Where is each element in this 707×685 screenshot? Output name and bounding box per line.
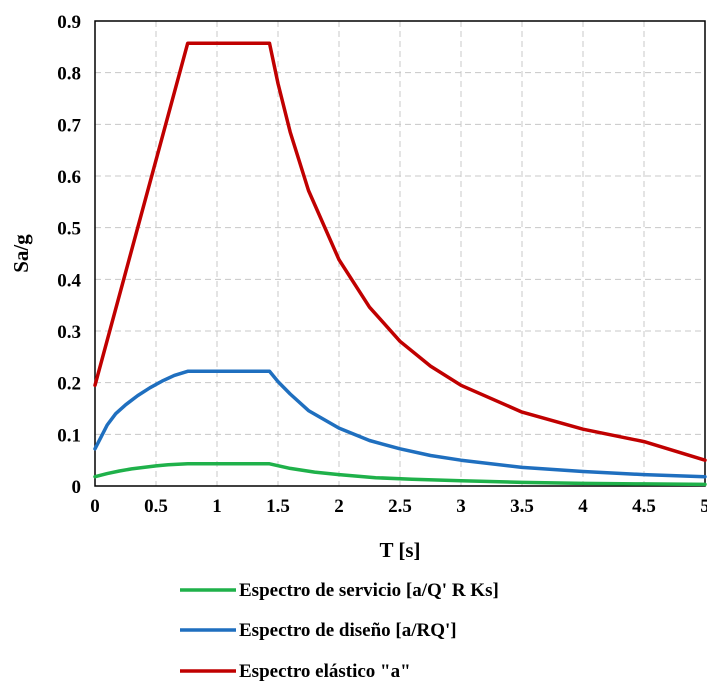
x-tick-label: 3 xyxy=(456,496,466,517)
x-tick-label: 2.5 xyxy=(388,496,412,517)
y-tick-label: 0.4 xyxy=(57,270,81,291)
y-axis-ticks: 0 0.1 0.2 0.3 0.4 0.5 0.6 0.7 0.8 0.9 xyxy=(57,12,81,498)
x-axis-ticks: 0 0.5 1 1.5 2 2.5 3 3.5 4 4.5 5 xyxy=(90,496,707,517)
x-axis-title: T [s] xyxy=(379,538,420,562)
y-axis-title: Sa/g xyxy=(9,234,33,273)
y-tick-label: 0.5 xyxy=(57,219,81,240)
series-layer xyxy=(93,41,707,487)
legend-item: Espectro de diseño [a/RQ'] xyxy=(180,620,457,641)
legend-item: Espectro elástico "a" xyxy=(180,661,411,682)
y-tick-label: 0.6 xyxy=(57,167,81,188)
y-tick-label: 0.1 xyxy=(57,425,81,446)
legend-item: Espectro de servicio [a/Q' R Ks] xyxy=(180,580,499,601)
x-tick-label: 4 xyxy=(578,496,588,517)
x-tick-label: 2 xyxy=(334,496,344,517)
y-tick-label: 0 xyxy=(72,477,82,498)
x-tick-label: 1.5 xyxy=(266,496,290,517)
y-tick-label: 0.9 xyxy=(57,12,81,33)
y-tick-label: 0.3 xyxy=(57,322,81,343)
legend-label: Espectro de servicio [a/Q' R Ks] xyxy=(239,580,499,601)
legend-label: Espectro elástico "a" xyxy=(239,661,411,682)
x-tick-label: 4.5 xyxy=(632,496,656,517)
plot-area-frame xyxy=(94,20,706,487)
x-tick-label: 3.5 xyxy=(510,496,534,517)
series-line-1 xyxy=(93,369,707,479)
x-tick-label: 0 xyxy=(90,496,100,517)
grid xyxy=(95,21,705,486)
series-line-0 xyxy=(93,462,707,487)
y-tick-label: 0.2 xyxy=(57,374,81,395)
legend-label: Espectro de diseño [a/RQ'] xyxy=(239,620,457,641)
series-line-2 xyxy=(93,41,707,462)
legend: Espectro de servicio [a/Q' R Ks] Espectro… xyxy=(180,580,499,682)
y-tick-label: 0.7 xyxy=(57,115,81,136)
x-tick-label: 1 xyxy=(212,496,222,517)
x-tick-label: 0.5 xyxy=(144,496,168,517)
x-tick-label: 5 xyxy=(700,496,707,517)
y-tick-label: 0.8 xyxy=(57,64,81,85)
